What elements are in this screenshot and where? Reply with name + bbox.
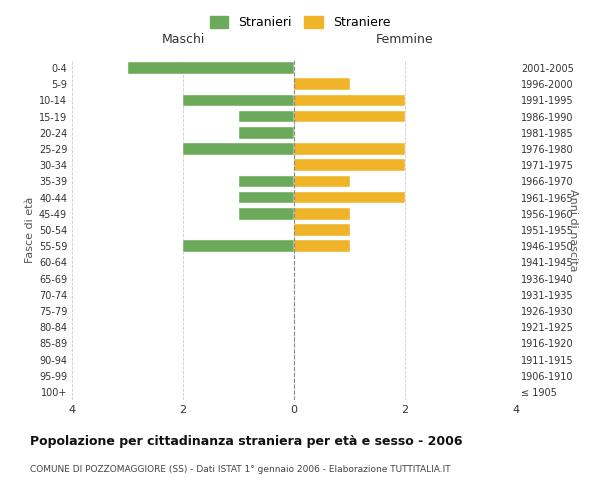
Bar: [239, 192, 294, 203]
Bar: [128, 62, 294, 74]
Bar: [294, 143, 405, 155]
Bar: [294, 208, 350, 220]
Text: Maschi: Maschi: [161, 34, 205, 46]
Bar: [239, 208, 294, 220]
Legend: Stranieri, Straniere: Stranieri, Straniere: [205, 11, 395, 34]
Bar: [183, 240, 294, 252]
Y-axis label: Fasce di età: Fasce di età: [25, 197, 35, 263]
Bar: [239, 176, 294, 188]
Bar: [294, 160, 405, 171]
Text: Popolazione per cittadinanza straniera per età e sesso - 2006: Popolazione per cittadinanza straniera p…: [30, 435, 463, 448]
Bar: [183, 94, 294, 106]
Bar: [294, 192, 405, 203]
Bar: [294, 111, 405, 122]
Bar: [294, 224, 350, 236]
Bar: [239, 127, 294, 138]
Bar: [294, 94, 405, 106]
Bar: [294, 240, 350, 252]
Bar: [294, 78, 350, 90]
Text: Femmine: Femmine: [376, 34, 434, 46]
Text: COMUNE DI POZZOMAGGIORE (SS) - Dati ISTAT 1° gennaio 2006 - Elaborazione TUTTITA: COMUNE DI POZZOMAGGIORE (SS) - Dati ISTA…: [30, 465, 451, 474]
Bar: [183, 143, 294, 155]
Bar: [294, 176, 350, 188]
Y-axis label: Anni di nascita: Anni di nascita: [568, 188, 578, 271]
Bar: [239, 111, 294, 122]
